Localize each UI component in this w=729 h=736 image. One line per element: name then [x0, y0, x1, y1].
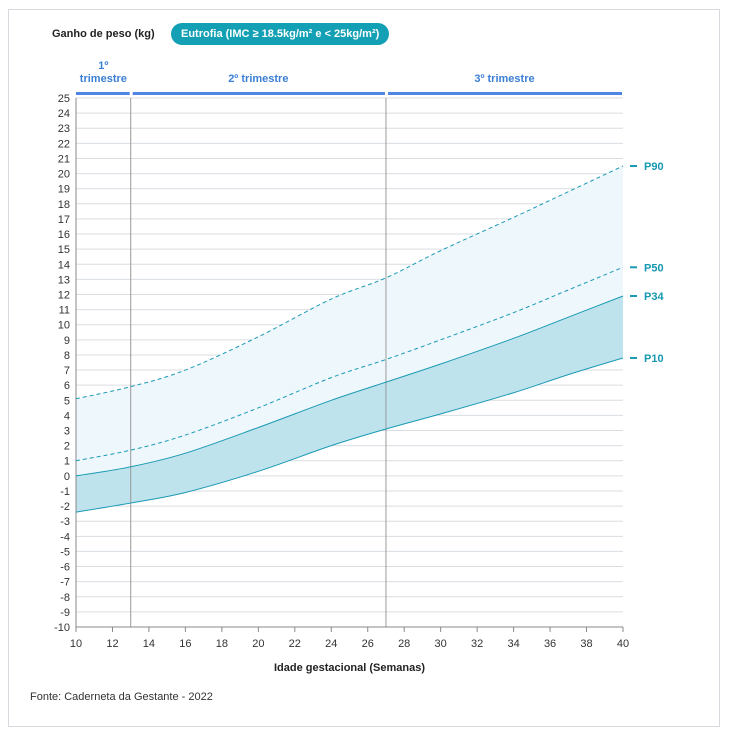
y-tick-label-12: 12	[58, 289, 70, 301]
y-tick-label-7: 7	[64, 365, 70, 377]
y-tick-label-11: 11	[59, 305, 70, 317]
y-tick-label-5: 5	[64, 395, 70, 407]
source-note: Fonte: Caderneta da Gestante - 2022	[30, 691, 213, 703]
band-p34-p90	[76, 166, 623, 476]
y-tick-label--9: -9	[60, 607, 70, 619]
y-tick-label-9: 9	[64, 335, 70, 347]
series-line-p50	[75, 266, 624, 462]
x-tick-label-34: 34	[507, 638, 519, 650]
y-tick-label-10: 10	[58, 320, 70, 332]
x-tick-label-26: 26	[362, 638, 374, 650]
trimester-label-3-0: 3º trimestre	[474, 73, 534, 85]
y-tick-label-14: 14	[58, 259, 70, 271]
trimester-label-1-1: trimestre	[80, 73, 127, 85]
y-tick-label-15: 15	[58, 244, 70, 256]
trimester-label-2-0: 2º trimestre	[228, 73, 288, 85]
series-label-p90: P90	[644, 161, 664, 173]
y-tick-label-20: 20	[58, 169, 70, 181]
x-tick-label-16: 16	[179, 638, 191, 650]
y-axis-label: Ganho de peso (kg)	[52, 28, 155, 40]
y-tick-label-13: 13	[58, 274, 70, 286]
y-tick-label--5: -5	[60, 546, 70, 558]
series-line-p90	[75, 165, 624, 400]
x-tick-label-14: 14	[143, 638, 155, 650]
y-tick-label-18: 18	[58, 199, 70, 211]
x-axis-label: Idade gestacional (Semanas)	[274, 662, 425, 674]
x-tick-label-10: 10	[70, 638, 82, 650]
trimester-bar-2	[132, 92, 385, 95]
y-tick-label--1: -1	[60, 486, 70, 498]
trimester-label-1-0: 1º	[98, 60, 108, 72]
series-label-p50: P50	[644, 262, 664, 274]
series-label-p10: P10	[644, 353, 664, 365]
y-tick-label--2: -2	[60, 501, 70, 513]
y-tick-label--6: -6	[60, 562, 70, 574]
y-tick-label-25: 25	[58, 93, 70, 105]
y-tick-label-2: 2	[64, 441, 70, 453]
y-tick-label--7: -7	[60, 577, 70, 589]
x-tick-label-20: 20	[252, 638, 264, 650]
trimester-bar-1	[76, 92, 130, 95]
y-tick-label-0: 0	[64, 471, 70, 483]
y-tick-label-22: 22	[58, 138, 70, 150]
trimester-bar-3	[387, 92, 622, 95]
x-tick-label-40: 40	[617, 638, 629, 650]
y-tick-label-6: 6	[64, 380, 70, 392]
x-tick-label-28: 28	[398, 638, 410, 650]
series-line-p10	[75, 357, 624, 513]
x-tick-label-36: 36	[544, 638, 556, 650]
y-tick-label--3: -3	[60, 516, 70, 528]
y-tick-label-19: 19	[58, 184, 70, 196]
x-tick-label-30: 30	[435, 638, 447, 650]
x-tick-label-12: 12	[106, 638, 118, 650]
x-tick-label-22: 22	[289, 638, 301, 650]
y-tick-label--10: -10	[54, 622, 70, 634]
x-tick-label-38: 38	[580, 638, 592, 650]
x-tick-label-18: 18	[216, 638, 228, 650]
series-label-p34: P34	[644, 291, 664, 303]
y-tick-label-24: 24	[58, 108, 70, 120]
y-tick-label--8: -8	[60, 592, 70, 604]
x-tick-label-32: 32	[471, 638, 483, 650]
y-tick-label-23: 23	[58, 123, 70, 135]
x-tick-label-24: 24	[325, 638, 337, 650]
band-p10-p34	[76, 295, 623, 513]
y-tick-label-8: 8	[64, 350, 70, 362]
y-tick-label-21: 21	[58, 153, 70, 165]
y-tick-label-16: 16	[58, 229, 70, 241]
y-tick-label-4: 4	[64, 410, 70, 422]
y-tick-label--4: -4	[60, 531, 70, 543]
y-tick-label-17: 17	[58, 214, 70, 226]
bmi-category-badge: Eutrofia (IMC ≥ 18.5kg/m² e < 25kg/m²)	[171, 23, 390, 45]
series-line-p34	[75, 295, 624, 477]
y-tick-label-1: 1	[64, 456, 70, 468]
y-tick-label-3: 3	[64, 426, 70, 438]
